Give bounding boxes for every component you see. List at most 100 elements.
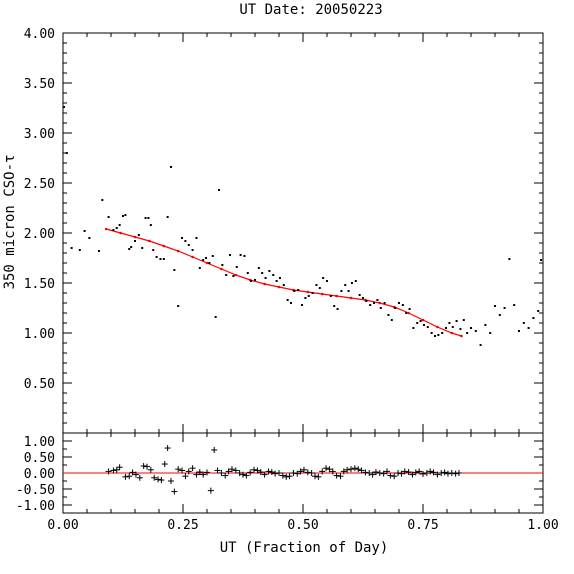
- residual-point: [225, 468, 232, 475]
- tau-point: [177, 305, 180, 307]
- x-axis-label: UT (Fraction of Day): [220, 540, 389, 556]
- residual-xtick-label: 0.75: [407, 518, 438, 533]
- residual-point: [240, 471, 246, 478]
- tau-point: [379, 307, 382, 309]
- tau-point: [304, 297, 307, 299]
- tau-point: [390, 319, 393, 321]
- residual-point: [409, 471, 416, 478]
- tau-point: [318, 287, 321, 289]
- tau-point: [184, 240, 187, 242]
- residual-point: [257, 469, 264, 476]
- fit-point: [306, 290, 310, 294]
- tau-point: [290, 302, 292, 304]
- tau-point: [408, 308, 411, 310]
- tau-point: [455, 320, 458, 322]
- tau-point: [221, 264, 224, 266]
- residual-point: [412, 469, 419, 476]
- tau-point: [118, 224, 121, 226]
- tau-point: [441, 332, 444, 334]
- residual-point: [430, 469, 437, 476]
- residual-point: [438, 470, 445, 476]
- tau-point: [350, 282, 353, 284]
- tau-point: [149, 224, 152, 226]
- residual-point: [434, 471, 441, 478]
- tau-point: [264, 277, 267, 279]
- residual-point: [136, 474, 143, 481]
- tau-point: [527, 327, 530, 329]
- tau-point: [218, 189, 220, 191]
- tau-point: [78, 249, 81, 251]
- tau-ytick-label: 2.50: [24, 177, 55, 192]
- tau-point: [419, 320, 422, 322]
- tau-point: [401, 304, 404, 306]
- tau-point: [518, 330, 520, 332]
- fit-point: [320, 292, 324, 296]
- tau-panel: 0.50 1.00 1.50 2.00 2.50 3.00 3.50 4.00: [24, 27, 544, 434]
- residual-point: [129, 469, 136, 476]
- residual-point: [182, 473, 189, 480]
- residual-point: [161, 461, 168, 468]
- residual-point: [207, 487, 214, 494]
- residual-point: [204, 469, 210, 476]
- tau-point: [383, 302, 386, 304]
- tau-point: [286, 299, 289, 301]
- residual-point: [144, 463, 150, 470]
- residual-point: [243, 472, 250, 479]
- residual-point: [304, 469, 311, 476]
- tau-point: [326, 280, 328, 282]
- residual-point: [423, 470, 430, 476]
- residual-point: [290, 470, 297, 476]
- tau-point: [307, 295, 310, 297]
- fit-line: [104, 227, 463, 338]
- tau-point: [144, 217, 147, 219]
- residual-point: [362, 469, 369, 476]
- tau-point: [301, 304, 304, 306]
- tau-point: [462, 319, 465, 321]
- fit-point: [378, 301, 382, 305]
- residual-point: [420, 470, 426, 477]
- tau-point: [459, 328, 462, 330]
- tau-point: [239, 254, 242, 256]
- tau-point: [522, 322, 525, 324]
- residual-point: [214, 467, 221, 474]
- fit-point: [407, 311, 410, 315]
- fit-point: [335, 294, 338, 298]
- tau-point: [376, 299, 379, 301]
- tau-point: [451, 326, 454, 328]
- tau-point: [329, 295, 332, 297]
- residual-point: [308, 470, 315, 476]
- tau-point: [181, 237, 184, 239]
- residual-point: [126, 473, 133, 480]
- tau-point: [344, 284, 347, 286]
- tau-point: [508, 258, 511, 260]
- tau-point: [394, 307, 397, 309]
- tau-point: [235, 266, 238, 268]
- tau-point: [322, 277, 325, 279]
- residual-point: [355, 466, 362, 473]
- residual-point: [391, 473, 398, 480]
- tau-point: [130, 246, 133, 248]
- fit-point: [205, 261, 209, 265]
- tau-point: [387, 314, 390, 316]
- tau-point: [88, 237, 91, 239]
- fit-point: [450, 331, 454, 335]
- tau-point: [246, 272, 249, 274]
- tau-point: [362, 297, 364, 299]
- residual-point: [286, 473, 293, 480]
- tau-point: [141, 247, 144, 249]
- tau-point: [65, 152, 68, 154]
- tau-point: [115, 227, 118, 229]
- residual-point: [376, 470, 383, 476]
- residual-point: [155, 476, 162, 483]
- tau-point: [315, 284, 318, 286]
- tau-point: [268, 270, 271, 272]
- tau-point: [162, 258, 165, 260]
- residual-point: [218, 470, 225, 476]
- residual-point: [222, 472, 229, 479]
- fit-point: [277, 285, 281, 289]
- tau-point: [422, 324, 425, 326]
- tau-point: [445, 327, 448, 329]
- residual-point: [164, 445, 171, 452]
- residual-panel: 0.00 0.25 0.50 0.75 1.00-1.00-0.500.000.501.…: [16, 432, 559, 533]
